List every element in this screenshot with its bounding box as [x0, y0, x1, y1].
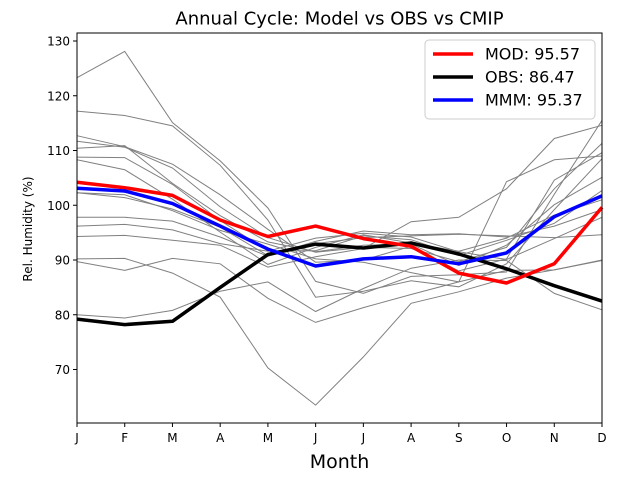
y-tick-label: 100	[47, 199, 70, 213]
x-tick-label: J	[313, 431, 318, 445]
y-tick-label: 70	[55, 363, 70, 377]
x-tick-label: M	[263, 431, 273, 445]
ensemble-line-11	[76, 124, 603, 268]
x-axis-label: Month	[310, 451, 370, 473]
y-tick-label: 110	[47, 144, 70, 158]
x-tick-label: N	[550, 431, 559, 445]
x-tick-label: J	[74, 431, 79, 445]
legend: MOD: 95.57 OBS: 86.47 MMM: 95.37	[424, 39, 596, 120]
x-tick-label: F	[121, 431, 128, 445]
y-tick-label: 130	[47, 35, 70, 49]
ensemble-line-15	[76, 155, 603, 283]
series-lines	[76, 180, 604, 327]
legend-label-mod: MOD: 95.57	[485, 45, 580, 64]
series-line-mod	[76, 180, 604, 285]
ensemble-line-14	[76, 259, 603, 319]
legend-label-mmm: MMM: 95.37	[485, 91, 583, 110]
ensemble-line-1	[76, 50, 603, 294]
ensemble-line-10	[76, 216, 603, 261]
x-tick-label: M	[167, 431, 177, 445]
ensemble-line-9	[77, 216, 603, 257]
plot-frame	[76, 32, 603, 424]
x-tick-label: A	[407, 431, 416, 445]
y-tick-label: 80	[55, 308, 70, 322]
x-tick-label: D	[597, 431, 606, 445]
series-line-obs	[76, 241, 603, 327]
y-axis-label: Rel. Humidity (%)	[21, 176, 35, 281]
ensemble-line-12	[76, 257, 603, 406]
ensemble-line-5	[76, 145, 603, 267]
legend-label-obs: OBS: 86.47	[485, 68, 575, 87]
series-line-mmm	[76, 186, 603, 268]
ensemble-line-6	[76, 156, 603, 257]
ensemble-line-2	[76, 110, 603, 298]
y-tick-label: 120	[47, 89, 70, 103]
y-axis-ticks: 70 80 90 100 110 120 130	[47, 35, 77, 377]
x-tick-label: O	[502, 431, 511, 445]
x-tick-label: J	[361, 431, 366, 445]
x-tick-label: A	[216, 431, 225, 445]
y-tick-label: 90	[55, 254, 70, 268]
x-tick-label: S	[455, 431, 463, 445]
ensemble-line-8	[76, 192, 603, 257]
chart-title: Annual Cycle: Model vs OBS vs CMIP	[175, 9, 503, 30]
